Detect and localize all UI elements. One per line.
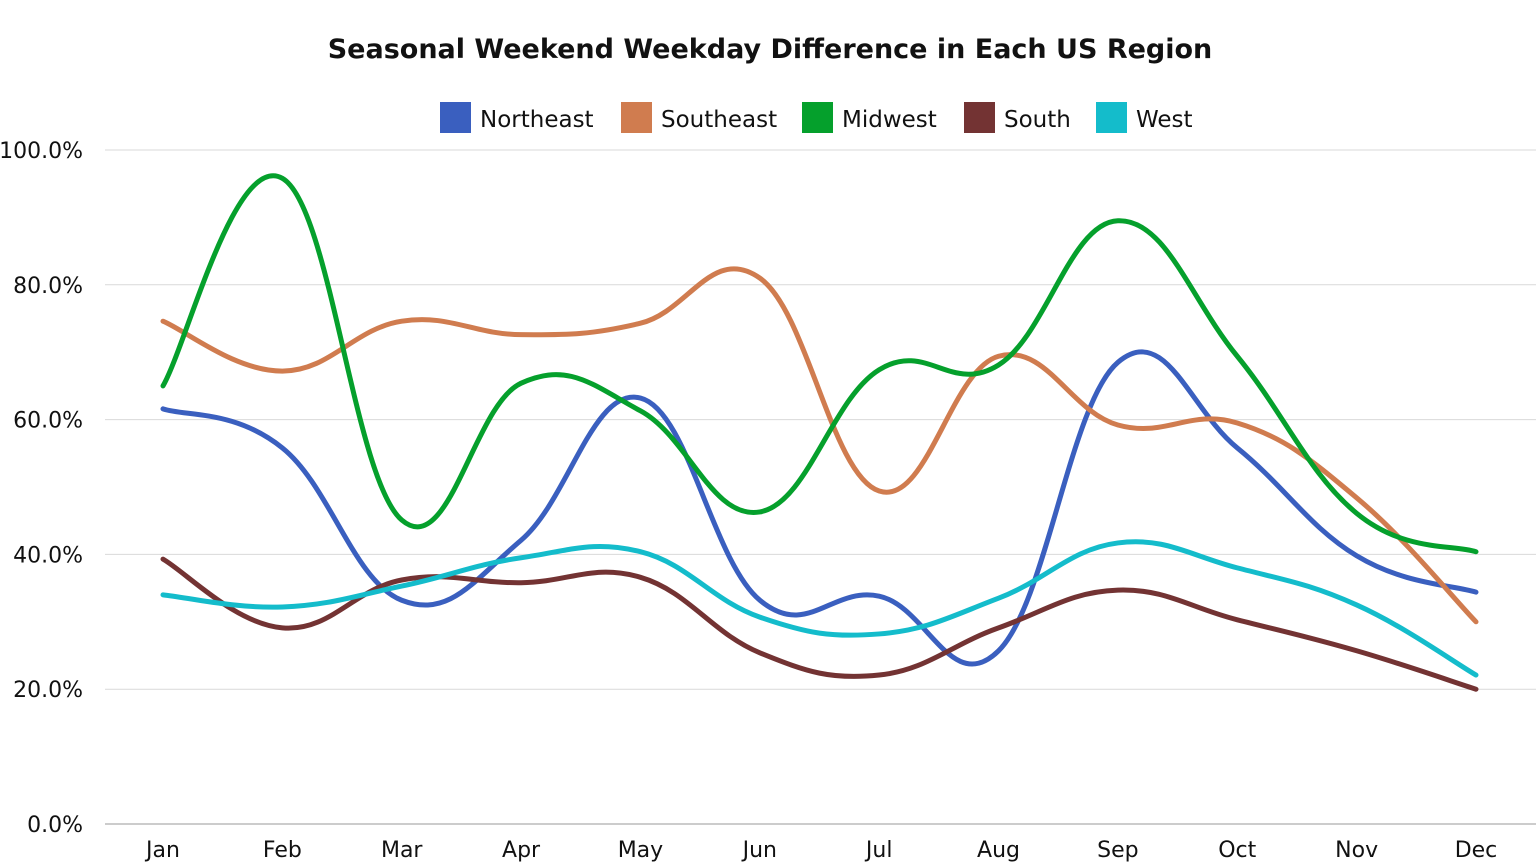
- legend-label: West: [1136, 107, 1193, 133]
- x-tick-label: Sep: [1097, 838, 1138, 863]
- x-tick-label: Feb: [263, 838, 302, 863]
- x-tick-label: Jul: [864, 838, 893, 863]
- y-axis: 0.0% 20.0% 40.0% 60.0% 80.0% 100.0%: [0, 139, 83, 838]
- chart-title: Seasonal Weekend Weekday Difference in E…: [328, 34, 1213, 65]
- y-tick-label: 40.0%: [13, 543, 83, 568]
- legend-label: South: [1004, 107, 1071, 133]
- x-tick-label: Nov: [1335, 838, 1378, 863]
- x-tick-label: Jan: [144, 838, 180, 863]
- y-tick-label: 0.0%: [27, 813, 83, 838]
- legend-swatch: [802, 102, 833, 133]
- legend: Northeast Southeast Midwest South West: [440, 102, 1193, 133]
- x-tick-label: Dec: [1455, 838, 1498, 863]
- y-tick-label: 20.0%: [13, 678, 83, 703]
- series-lines: [160, 173, 1479, 692]
- x-tick-label: Oct: [1218, 838, 1256, 863]
- series-line-southeast: [160, 266, 1479, 625]
- legend-label: Northeast: [480, 107, 594, 133]
- y-tick-label: 100.0%: [0, 139, 83, 164]
- x-axis: Jan Feb Mar Apr May Jun Jul Aug Sep Oct Nov Dec: [144, 838, 1497, 863]
- legend-swatch: [621, 102, 652, 133]
- x-tick-label: Apr: [502, 838, 541, 863]
- gridlines: [105, 149, 1536, 825]
- x-tick-label: Jun: [741, 838, 777, 863]
- y-tick-label: 80.0%: [13, 274, 83, 299]
- legend-label: Midwest: [842, 107, 937, 133]
- series-line-northeast: [160, 349, 1479, 667]
- series-line-west: [160, 539, 1479, 678]
- x-tick-label: Mar: [381, 838, 423, 863]
- legend-swatch: [964, 102, 995, 133]
- x-tick-label: Aug: [977, 838, 1020, 863]
- legend-swatch: [1096, 102, 1127, 133]
- legend-label: Southeast: [661, 107, 777, 133]
- y-tick-label: 60.0%: [13, 409, 83, 434]
- x-tick-label: May: [618, 838, 663, 863]
- series-line-midwest: [160, 173, 1479, 555]
- legend-swatch: [440, 102, 471, 133]
